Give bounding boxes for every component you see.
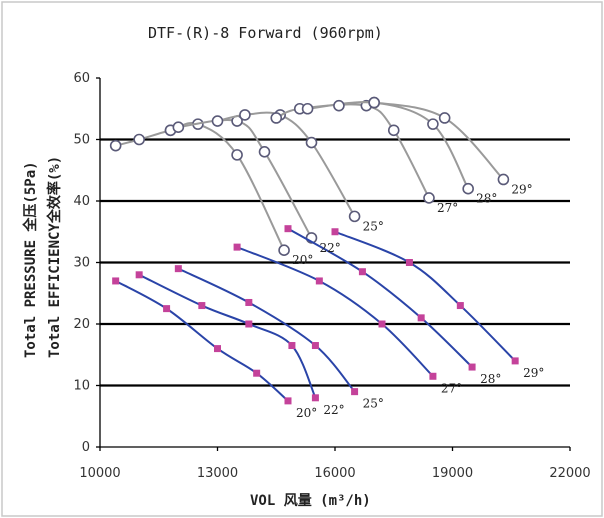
y-tick-label: 50 <box>73 133 90 148</box>
efficiency-line <box>171 120 312 238</box>
efficiency-point <box>213 116 223 126</box>
y-tick-label: 10 <box>73 379 90 394</box>
pressure-point <box>163 305 170 312</box>
pressure-point <box>359 268 366 275</box>
efficiency-point <box>428 119 438 129</box>
y-tick-label: 40 <box>73 194 90 209</box>
efficiency-point <box>111 141 121 151</box>
efficiency-point <box>232 150 242 160</box>
pressure-point <box>175 265 182 272</box>
y-tick-label: 30 <box>73 256 90 271</box>
pressure-point <box>136 271 143 278</box>
pressure-point <box>332 228 339 235</box>
pressure-line <box>139 275 315 398</box>
pressure-point <box>351 388 358 395</box>
pressure-curve-label: 25° <box>363 397 384 411</box>
efficiency-point <box>350 211 360 221</box>
efficiency-point <box>498 174 508 184</box>
curve-labels: 20° 22° 25° 27° 28° 29° 20° 22° 25° 27° 28° 29° <box>292 182 544 419</box>
pressure-point <box>469 364 476 371</box>
x-axis-title: VOL 风量 (m³/h) <box>250 493 371 509</box>
y-tick-label: 60 <box>73 71 90 86</box>
pressure-point <box>198 302 205 309</box>
chart-title: DTF-(R)-8 Forward (960rpm) <box>148 24 383 42</box>
efficiency-point <box>173 122 183 132</box>
efficiency-point <box>369 98 379 108</box>
pressure-curve-label: 28° <box>480 372 501 386</box>
efficiency-line <box>339 102 504 179</box>
pressure-point <box>418 314 425 321</box>
pressure-point <box>112 277 119 284</box>
efficiency-point <box>334 101 344 111</box>
pressure-point <box>379 321 386 328</box>
efficiency-point <box>134 135 144 145</box>
pressure-line <box>335 232 515 361</box>
x-tick-label: 19000 <box>432 466 473 481</box>
pressure-point <box>457 302 464 309</box>
efficiency-curve-label: 20° <box>292 253 313 267</box>
pressure-curves <box>112 225 518 404</box>
efficiency-point <box>440 113 450 123</box>
pressure-curve-label: 27° <box>441 381 462 395</box>
y-tick-label: 20 <box>73 317 90 332</box>
x-tick-label: 13000 <box>197 466 238 481</box>
efficiency-curves <box>111 98 509 256</box>
efficiency-point <box>307 138 317 148</box>
pressure-point <box>288 342 295 349</box>
pressure-curve-label: 29° <box>523 366 544 380</box>
efficiency-point <box>279 245 289 255</box>
pressure-point <box>253 370 260 377</box>
efficiency-curve-label: 27° <box>437 201 458 215</box>
pressure-curve-label: 20° <box>296 406 317 420</box>
y-axis-title-efficiency: Total EFFICIENCY全效率(%) <box>46 156 63 358</box>
efficiency-point <box>303 104 313 114</box>
efficiency-curve-label: 25° <box>363 219 384 233</box>
efficiency-curve-label: 22° <box>320 241 341 255</box>
efficiency-point <box>389 125 399 135</box>
x-tick-label: 10000 <box>79 466 120 481</box>
pressure-point <box>316 277 323 284</box>
pressure-curve-label: 22° <box>323 403 344 417</box>
efficiency-curve-label: 28° <box>476 192 497 206</box>
efficiency-curve-label: 29° <box>511 182 532 196</box>
x-tick-label: 16000 <box>314 466 355 481</box>
efficiency-point <box>240 110 250 120</box>
pressure-point <box>406 259 413 266</box>
pressure-point <box>214 345 221 352</box>
pressure-point <box>285 397 292 404</box>
pressure-point <box>245 321 252 328</box>
pressure-point <box>312 394 319 401</box>
pressure-point <box>512 357 519 364</box>
pressure-point <box>429 373 436 380</box>
x-tick-label: 22000 <box>549 466 590 481</box>
pressure-line <box>116 281 288 401</box>
efficiency-point <box>260 147 270 157</box>
efficiency-point <box>271 113 281 123</box>
y-tick-label: 0 <box>82 440 90 455</box>
y-axis-title-pressure: Total PRESSURE 全压(5Pa) <box>22 161 39 358</box>
pressure-point <box>312 342 319 349</box>
axis-layer: 0 10 20 30 40 50 60 10000 13000 16000 19000 22000 <box>73 71 590 481</box>
efficiency-line <box>276 104 429 198</box>
efficiency-point <box>424 193 434 203</box>
pressure-point <box>285 225 292 232</box>
efficiency-point <box>463 184 473 194</box>
pressure-point <box>245 299 252 306</box>
pressure-point <box>234 244 241 251</box>
